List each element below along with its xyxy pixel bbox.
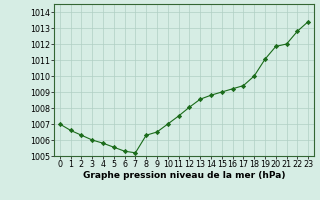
- X-axis label: Graphe pression niveau de la mer (hPa): Graphe pression niveau de la mer (hPa): [83, 171, 285, 180]
